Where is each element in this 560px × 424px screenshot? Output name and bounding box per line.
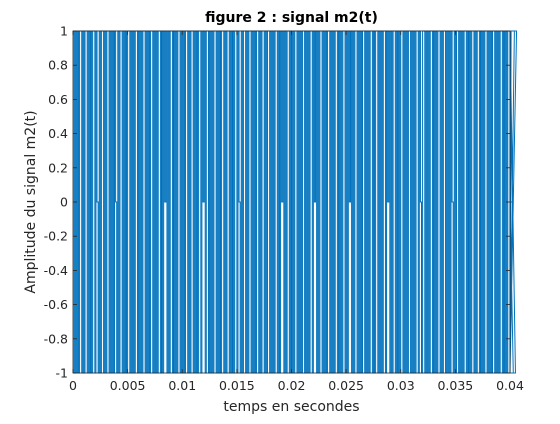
x-tick-label: 0.035 <box>437 378 473 393</box>
x-tick-label: 0.04 <box>496 378 524 393</box>
y-tick-label: 1 <box>60 24 68 39</box>
x-tick-label: 0.025 <box>328 378 364 393</box>
x-tick-label: 0.02 <box>278 378 306 393</box>
y-tick-label: 0.2 <box>48 160 68 175</box>
y-tick-label: -0.4 <box>44 263 68 278</box>
x-tick-label: 0.015 <box>219 378 255 393</box>
y-tick-label: -0.2 <box>44 229 68 244</box>
x-tick-label: 0 <box>69 378 77 393</box>
x-axis-ticks: 0 0.005 0.01 0.015 0.02 0.025 0.03 0.035 0.04 <box>69 31 524 393</box>
y-tick-label: -1 <box>56 366 68 381</box>
y-tick-label: -0.8 <box>44 331 68 346</box>
y-axis-title: Amplitude du signal m2(t) <box>23 110 39 293</box>
y-tick-label: 0 <box>60 195 68 210</box>
y-tick-label: 0.4 <box>48 126 68 141</box>
x-axis-title: temps en secondes <box>223 399 359 415</box>
y-tick-label: -0.6 <box>44 297 68 312</box>
y-tick-label: 0.8 <box>48 58 68 73</box>
x-tick-label: 0.005 <box>110 378 146 393</box>
y-tick-label: 0.6 <box>48 92 68 107</box>
x-tick-label: 0.01 <box>168 378 196 393</box>
x-tick-label: 0.03 <box>387 378 415 393</box>
series-layer <box>73 30 518 374</box>
chart-title: figure 2 : signal m2(t) <box>205 10 378 26</box>
series-line-1 <box>73 30 518 374</box>
y-axis-ticks: -1 -0.8 -0.6 -0.4 -0.2 0 0.2 0.4 0.6 0.8 1 <box>44 24 510 381</box>
